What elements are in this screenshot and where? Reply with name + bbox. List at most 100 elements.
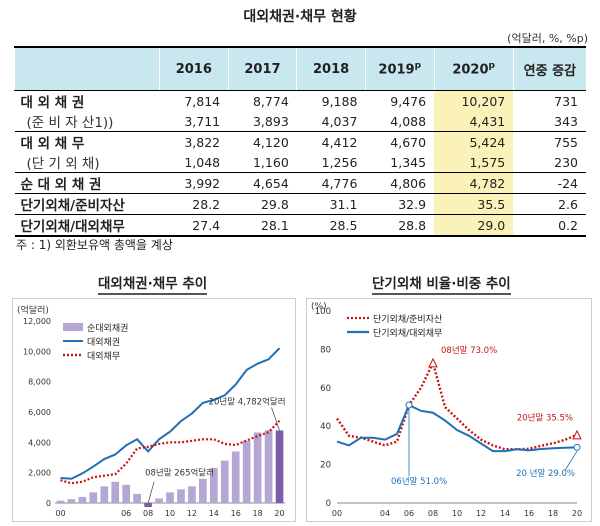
table-cell: 29.0 [434,214,514,237]
bar [89,492,98,503]
x-tick-label: 12 [187,509,197,518]
short-term-debt-ratio-chart: (%) 0 20 40 60 80 100 00 04 06 08 10 12 14 16 18 20 단기외채/… [306,298,592,522]
x-tick-label: 20 [274,509,284,518]
annotation-label: 20년말 4,782억달러 [209,396,286,407]
row-label: (단 기 외 채) [26,156,100,172]
x-tick-label: 00 [332,509,342,518]
x-tick-label: 10 [165,509,175,518]
table-cell: 343 [554,113,578,129]
table-cell: 4,782 [434,172,514,194]
table-cell: 0.2 [513,214,586,237]
table-header-row: 2016 2017 2018 2019p 2020p 연중 증감 [14,46,586,91]
summary-table: 2016 2017 2018 2019p 2020p 연중 증감 대 외 채 권… [14,46,586,237]
table-cell: 1,048 [184,154,221,170]
table-header-cell: 2017 [227,46,297,91]
table-cell: 230 [554,154,578,170]
y-axis-label: (억달러) [17,304,49,316]
y-tick-label: 20 [320,461,331,471]
bar [188,486,196,503]
table-cell: 9,476 [365,90,435,111]
bar [67,499,76,503]
x-tick-label: 16 [231,509,241,518]
y-tick-label: 60 [320,384,331,394]
table-cell: 27.4 [159,214,229,237]
bar [78,496,87,503]
table-cell: 28.8 [365,214,435,237]
table-cell: 28.5 [296,214,366,237]
left-chart-title: 대외채권·채무 추이 [98,272,208,295]
table-cell: 1,345 [390,154,427,170]
page-title: 대외채권·채무 현황 [243,9,357,25]
y-tick-label: 80 [320,345,331,355]
right-chart-title: 단기외채 비율·비중 추이 [372,272,511,295]
table-row: 단기외채/준비자산 28.2 29.8 31.1 32.9 35.5 2.6 [14,193,586,215]
row-label: 대 외 채 무 [14,131,160,152]
y-tick-label: 0 [326,499,331,509]
annotation-leader [147,481,155,504]
bar [155,498,163,503]
bar [111,481,120,503]
bar [56,500,65,503]
table-cell: 4,088 [390,113,427,129]
table-row: 순 대 외 채 권 3,992 4,654 4,776 4,806 4,782 -24 [14,172,586,194]
table-row: (준 비 자 산1)) 3,711 3,893 4,037 4,088 4,431 343 [15,111,587,132]
table-cell: 3,992 [159,172,229,194]
bar [231,451,240,503]
table-cell: 4,776 [296,172,366,194]
x-tick-label: 18 [548,509,558,518]
y-tick-label: 0 [46,499,51,508]
table-cell: 3,711 [184,113,221,129]
table-cell: 35.5 [434,193,514,215]
bar [275,430,284,503]
series-line [336,403,578,453]
series-line [336,359,578,451]
table-cell: 28.1 [228,214,297,237]
bar [209,468,218,503]
bar [166,492,174,503]
row-label: 단기외채/대외채무 [14,214,160,237]
row-label: 단기외채/준비자산 [14,193,160,215]
x-tick-label: 12 [476,509,486,518]
table-cell: 1,256 [321,154,358,170]
y-tick-label: 4,000 [28,438,51,447]
point-marker [573,443,581,451]
x-tick-label: 06 [121,509,131,518]
y-tick-label: 100 [315,307,331,317]
bar [177,489,185,503]
bar [242,440,251,503]
annotation-leader [564,450,578,471]
table-cell: 731 [513,90,586,111]
annotation-label: 08년말 73.0% [441,345,497,356]
legend-label: 단기외채/준비자산 [373,313,442,325]
x-tick-label: 20 [572,509,582,518]
table-cell: 29.8 [228,193,297,215]
legend-swatch [63,323,83,331]
series-line [60,419,281,485]
table-cell: -24 [513,172,586,194]
x-tick-label: 10 [452,509,462,518]
bar [122,484,131,503]
table-row: 단기외채/대외채무 27.4 28.1 28.5 28.8 29.0 0.2 [14,214,586,237]
y-tick-label: 40 [320,422,331,432]
table-cell: 755 [513,131,586,152]
y-axis-label: (%) [311,302,327,312]
y-tick-label: 2,000 [28,469,51,478]
table-cell: 2.6 [513,193,586,215]
table-body: 대 외 채 권 7,814 8,774 9,188 9,476 10,207 731 (준 비… [14,90,587,237]
table-cell: 32.9 [365,193,435,215]
x-tick-label: 16 [524,509,534,518]
table-cell: 7,814 [159,90,229,111]
table-row: 대 외 채 무 3,822 4,120 4,412 4,670 5,424 755 [14,131,586,152]
table-header-cell: 연중 증감 [512,46,586,91]
bar [199,478,207,503]
annotation-label: 20년말 35.5% [517,412,573,423]
table-header-cell: 2018 [296,46,366,91]
x-tick-label: 14 [209,509,219,518]
table-cell: 3,893 [252,113,289,129]
row-label: (준 비 자 산1)) [26,115,114,131]
point-marker [405,401,413,409]
row-label: 순 대 외 채 권 [14,172,160,194]
table-row: 대 외 채 권 7,814 8,774 9,188 9,476 10,207 731 [14,90,586,111]
external-assets-liabilities-chart: (억달러) 0 2,000 4,000 6,000 8,000 10,000 12,000 00… [12,298,296,522]
annotation-leader [271,407,280,431]
